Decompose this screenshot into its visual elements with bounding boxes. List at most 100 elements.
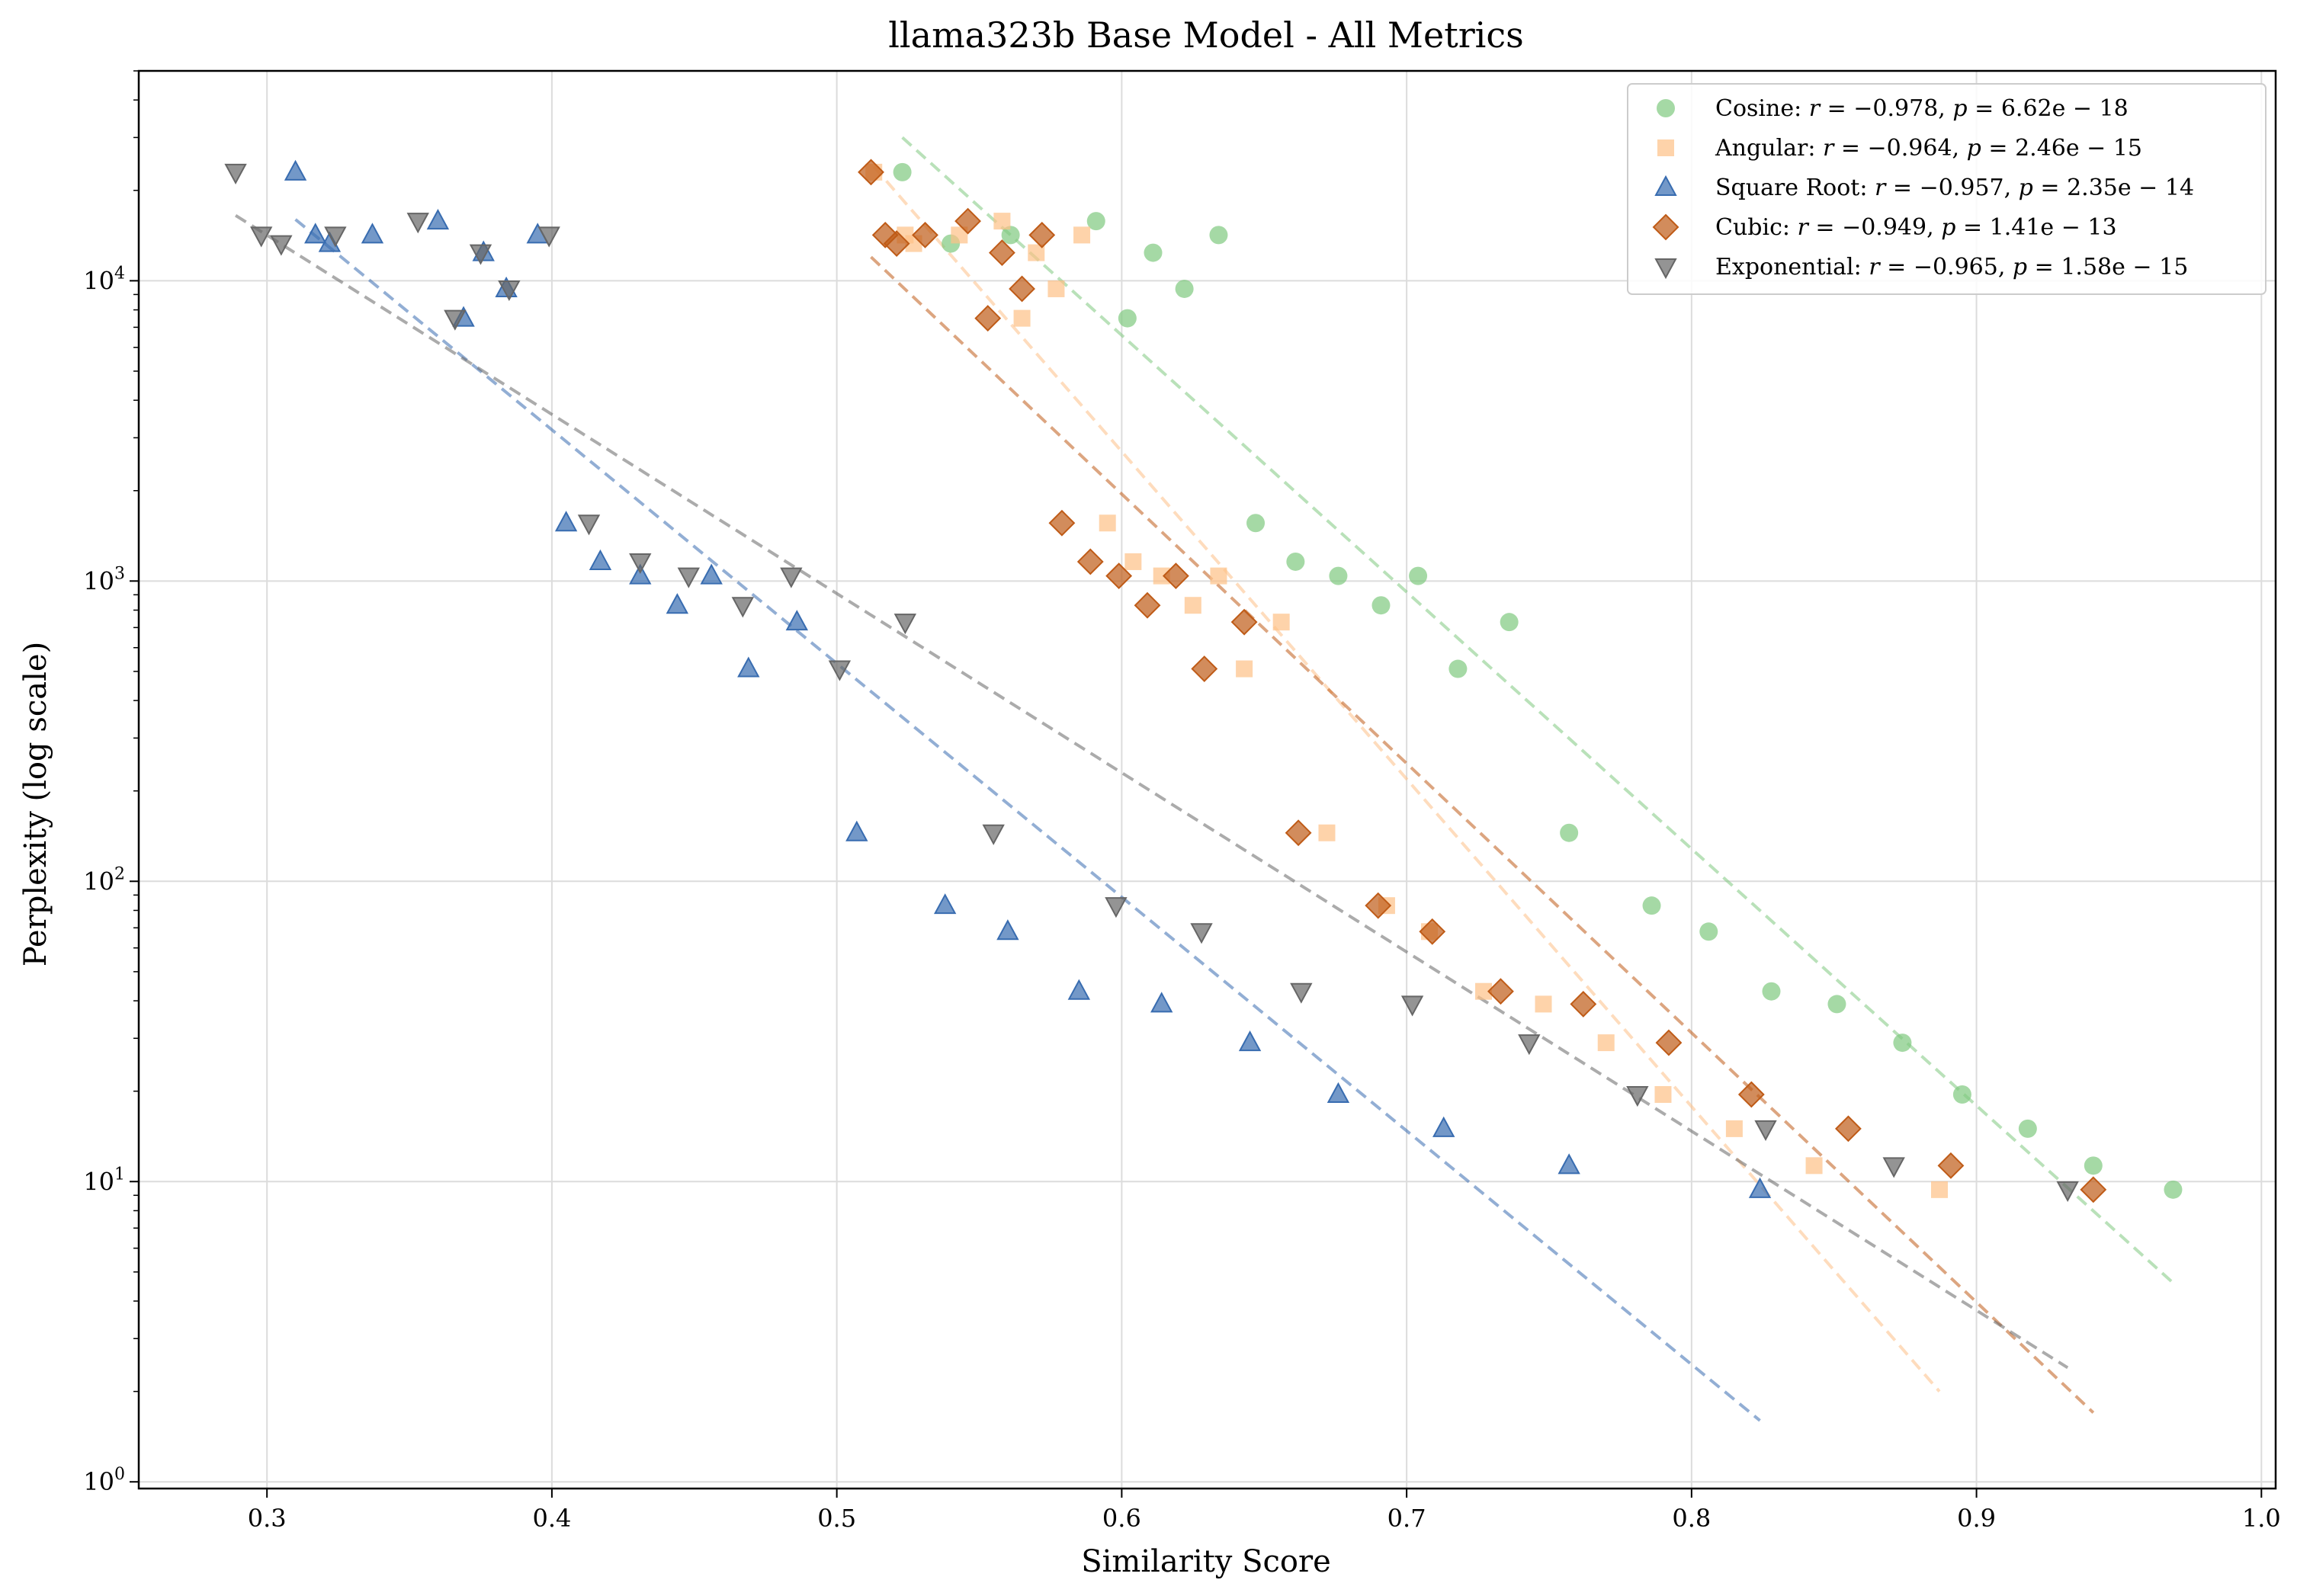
x-axis-ticks: 0.3 0.4 0.5 0.6 0.7 0.8 0.9 1.0: [248, 1489, 2281, 1533]
x-tick-label: 0.7: [1388, 1504, 1426, 1533]
data-point: [1162, 562, 1189, 590]
data-point: [1076, 548, 1104, 575]
data-point: [1013, 309, 1031, 327]
legend-entry: Cosine: r = −0.978, p = 6.62e − 18: [1715, 95, 2129, 122]
data-point: [988, 239, 1015, 266]
x-tick-label: 0.6: [1102, 1504, 1141, 1533]
data-point: [1001, 226, 1020, 245]
data-point: [1371, 596, 1391, 615]
data-point: [1009, 275, 1035, 303]
y-tick-label: 100: [83, 1465, 125, 1496]
data-point: [893, 162, 912, 181]
data-point: [1737, 1081, 1765, 1108]
data-point: [1518, 1034, 1541, 1056]
legend-entry: Exponential: r = −0.965, p = 1.58e − 15: [1715, 254, 2188, 280]
legend: Cosine: r = −0.978, p = 6.62e − 18 Angula…: [1627, 83, 2267, 295]
y-axis-ticks: 100 101 102 103 104: [83, 70, 139, 1496]
x-tick-label: 0.3: [248, 1504, 287, 1533]
data-point: [1184, 597, 1201, 614]
data-point: [982, 824, 1005, 845]
data-point: [1144, 243, 1163, 262]
trend-line: [870, 255, 2095, 1414]
data-point: [1654, 1085, 1672, 1103]
data-point: [1236, 660, 1253, 678]
data-point: [1134, 591, 1161, 619]
data-point: [1210, 567, 1227, 585]
data-point: [1190, 923, 1213, 944]
data-point: [1118, 309, 1137, 328]
data-point: [1560, 823, 1579, 842]
y-tick-label: 102: [83, 864, 125, 896]
data-point: [951, 226, 968, 244]
data-point: [666, 593, 689, 614]
data-point: [1073, 226, 1091, 244]
data-point: [893, 614, 917, 635]
data-point: [1930, 1181, 1948, 1198]
data-point: [1290, 982, 1313, 1004]
data-point: [1285, 819, 1312, 847]
data-point: [426, 209, 450, 230]
data-point: [1318, 824, 1336, 841]
data-point: [1365, 892, 1392, 919]
data-point: [1754, 1120, 1777, 1141]
data-point: [993, 213, 1011, 230]
data-point: [1028, 221, 1056, 248]
data-point: [1558, 1153, 1580, 1175]
y-tick-label: 104: [83, 264, 125, 295]
data-point: [250, 226, 273, 248]
data-point: [1086, 212, 1105, 231]
data-point: [1597, 1034, 1615, 1052]
plot-frame: [137, 69, 2277, 1490]
data-point: [629, 553, 652, 575]
data-point: [2164, 1180, 2183, 1199]
x-tick-label: 1.0: [2242, 1504, 2281, 1533]
data-point: [1329, 566, 1348, 585]
legend-marker: [1657, 139, 1674, 156]
legend-box: [1627, 83, 2267, 295]
data-point: [1834, 1115, 1862, 1143]
data-point: [1400, 995, 1424, 1017]
trend-line: [294, 218, 1761, 1422]
x-tick-label: 0.5: [817, 1504, 856, 1533]
data-point: [1535, 995, 1552, 1013]
data-point: [554, 511, 578, 532]
data-point: [1409, 566, 1428, 585]
data-point: [1209, 226, 1228, 245]
data-point: [1487, 978, 1514, 1005]
data-point: [1105, 897, 1128, 918]
data-point: [933, 893, 957, 915]
data-point: [1246, 514, 1266, 533]
data-point: [700, 563, 723, 585]
data-point: [1047, 280, 1065, 297]
data-point: [1099, 514, 1116, 532]
data-point: [912, 221, 938, 248]
grid-lines: [139, 71, 2276, 1489]
data-point: [2056, 1181, 2079, 1202]
data-point: [589, 549, 612, 570]
data-point: [1150, 992, 1173, 1013]
legend-marker: [1657, 99, 1675, 117]
data-point: [1805, 1157, 1823, 1175]
data-point: [1238, 1030, 1262, 1052]
data-point: [1893, 1034, 1912, 1053]
data-point: [1762, 982, 1781, 1001]
data-point: [406, 213, 429, 234]
data-point: [1272, 614, 1290, 631]
data-point: [2080, 1176, 2107, 1203]
data-point: [1725, 1120, 1743, 1137]
data-point: [270, 235, 293, 256]
data-point: [1642, 896, 1661, 915]
data-point: [1175, 279, 1194, 298]
data-point: [1952, 1085, 1971, 1104]
data-point: [1191, 655, 1218, 682]
series-points: [224, 163, 2079, 1202]
x-axis-label: Similarity Score: [1081, 1544, 1331, 1579]
data-point: [1570, 990, 1597, 1018]
data-point: [1105, 562, 1133, 590]
data-point: [858, 159, 884, 186]
x-tick-label: 0.8: [1672, 1504, 1711, 1533]
data-point: [780, 567, 803, 588]
data-point: [828, 660, 852, 681]
trend-line: [235, 213, 2069, 1370]
